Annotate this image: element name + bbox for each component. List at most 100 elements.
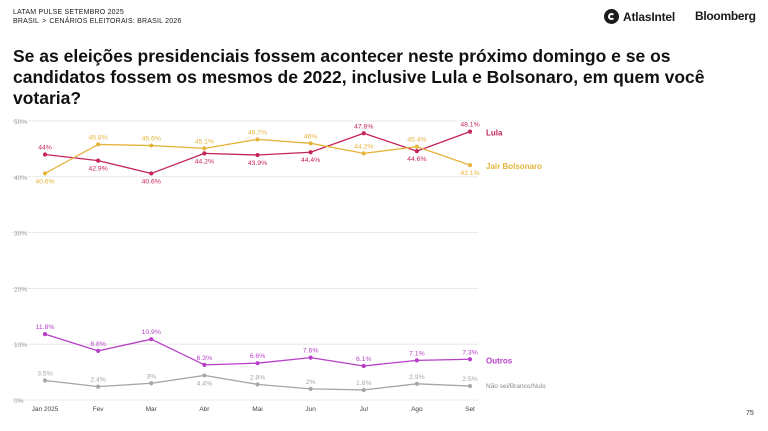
data-label-jair-bolsonaro: 45.8%: [88, 134, 107, 141]
page-number: 75: [746, 410, 754, 417]
atlasintel-logo: AtlasIntel: [604, 9, 675, 24]
data-label-nao-sei-branco-nulo: 2.9%: [409, 374, 425, 381]
data-label-lula: 44%: [38, 144, 52, 151]
series-name-outros: Outros: [486, 356, 513, 365]
x-tick-label: Abr: [199, 406, 210, 413]
data-label-lula: 44.2%: [195, 158, 214, 165]
x-tick-label: Mar: [146, 406, 158, 413]
y-tick-label: 30%: [14, 231, 27, 238]
data-label-lula: 42.9%: [88, 166, 107, 173]
data-point-jair-bolsonaro: [96, 142, 101, 147]
report-kicker: LATAM PULSE SETEMBRO 2025 BRASIL > CENÁRIO…: [13, 8, 181, 26]
data-point-lula: [96, 158, 101, 163]
data-point-nao-sei-branco-nulo: [414, 381, 419, 386]
data-label-jair-bolsonaro: 40.6%: [35, 178, 54, 185]
data-label-jair-bolsonaro: 42.1%: [460, 170, 479, 177]
data-label-outros: 7.1%: [409, 350, 425, 357]
data-label-nao-sei-branco-nulo: 2.4%: [90, 377, 106, 384]
data-label-nao-sei-branco-nulo: 1.8%: [356, 380, 372, 387]
data-point-outros: [42, 332, 48, 337]
data-label-jair-bolsonaro: 45.4%: [407, 137, 426, 144]
data-point-outros: [361, 363, 366, 369]
data-point-outros: [255, 361, 260, 366]
breadcrumb-item-brasil: BRASIL: [13, 18, 40, 25]
y-tick-label: 0%: [14, 398, 24, 405]
data-label-jair-bolsonaro: 45.6%: [142, 136, 161, 143]
data-point-jair-bolsonaro: [202, 146, 207, 151]
data-label-jair-bolsonaro: 46.7%: [248, 129, 267, 136]
data-point-nao-sei-branco-nulo: [96, 384, 101, 389]
data-point-lula: [467, 129, 473, 134]
atlasintel-logo-text: AtlasIntel: [623, 9, 676, 24]
data-label-nao-sei-branco-nulo: 3.5%: [37, 370, 53, 377]
data-label-outros: 7.6%: [303, 348, 319, 355]
data-label-outros: 6.6%: [250, 353, 266, 360]
data-point-nao-sei-branco-nulo: [308, 386, 313, 391]
x-tick-label: Jun: [305, 406, 316, 413]
data-point-outros: [202, 362, 207, 367]
data-point-nao-sei-branco-nulo: [467, 383, 473, 389]
data-point-lula: [149, 171, 154, 176]
data-point-nao-sei-branco-nulo: [149, 381, 154, 386]
data-point-outros: [96, 348, 101, 353]
data-point-jair-bolsonaro: [255, 137, 260, 142]
data-label-nao-sei-branco-nulo: 2%: [306, 379, 316, 386]
x-tick-label: Jan 2025: [32, 406, 59, 413]
data-label-lula: 44.6%: [407, 156, 426, 163]
x-tick-label: Mai: [252, 406, 262, 413]
data-label-outros: 6.3%: [197, 355, 213, 362]
data-point-lula: [255, 152, 260, 158]
data-point-lula: [308, 150, 313, 155]
data-label-nao-sei-branco-nulo: 2.8%: [250, 374, 266, 381]
data-point-outros: [414, 358, 419, 363]
data-label-jair-bolsonaro: 46%: [304, 133, 318, 140]
y-tick-label: 20%: [14, 286, 27, 293]
data-point-lula: [361, 131, 366, 136]
data-label-outros: 11.8%: [36, 324, 55, 331]
breadcrumb-separator: >: [42, 18, 47, 25]
data-label-lula: 44.4%: [301, 157, 320, 164]
data-point-nao-sei-branco-nulo: [202, 373, 207, 378]
data-label-lula: 47.8%: [354, 123, 373, 130]
y-tick-label: 10%: [14, 342, 27, 349]
data-point-outros: [467, 357, 473, 362]
y-tick-label: 40%: [14, 175, 27, 182]
data-point-jair-bolsonaro: [467, 162, 473, 168]
report-name: LATAM PULSE SETEMBRO 2025: [13, 9, 124, 16]
atlasintel-logo-icon: [604, 9, 619, 24]
data-point-jair-bolsonaro: [414, 144, 419, 149]
data-label-lula: 43.9%: [248, 160, 267, 167]
data-point-jair-bolsonaro: [308, 141, 313, 146]
data-label-outros: 6.1%: [356, 356, 372, 363]
data-label-nao-sei-branco-nulo: 4.4%: [197, 380, 213, 387]
x-tick-label: Jul: [360, 406, 369, 413]
data-label-nao-sei-branco-nulo: 2.5%: [462, 376, 478, 383]
series-name-nao-sei-branco-nulo: Não sei/Branco/Nulo: [486, 383, 546, 390]
chart-title: Se as eleições presidenciais fossem acon…: [13, 46, 705, 108]
data-point-lula: [414, 149, 419, 154]
x-tick-label: Fev: [93, 406, 105, 413]
data-label-nao-sei-branco-nulo: 3%: [146, 373, 156, 380]
data-point-nao-sei-branco-nulo: [255, 382, 260, 387]
data-label-outros: 7.3%: [462, 349, 478, 356]
data-point-outros: [308, 355, 313, 360]
data-point-outros: [149, 337, 154, 342]
data-point-jair-bolsonaro: [42, 171, 48, 176]
data-point-lula: [202, 151, 207, 156]
data-point-jair-bolsonaro: [361, 151, 366, 156]
breadcrumb: BRASIL > CENÁRIOS ELEITORAIS: BRASIL 2026: [13, 17, 181, 26]
data-label-jair-bolsonaro: 44.2%: [354, 143, 373, 150]
bloomberg-logo: Bloomberg: [695, 9, 756, 23]
x-tick-label: Set: [465, 406, 475, 413]
data-point-nao-sei-branco-nulo: [361, 387, 366, 393]
data-point-lula: [42, 152, 48, 157]
breadcrumb-item-cenarios: CENÁRIOS ELEITORAIS: BRASIL 2026: [49, 18, 182, 25]
series-name-lula: Lula: [486, 129, 503, 138]
data-label-outros: 8.8%: [90, 341, 106, 348]
data-point-nao-sei-branco-nulo: [42, 378, 48, 383]
x-tick-label: Ago: [411, 406, 423, 413]
series-name-jair-bolsonaro: Jair Bolsonaro: [486, 162, 542, 171]
data-label-lula: 40.6%: [142, 178, 161, 185]
y-tick-label: 50%: [14, 119, 27, 126]
data-label-jair-bolsonaro: 45.1%: [195, 138, 214, 145]
